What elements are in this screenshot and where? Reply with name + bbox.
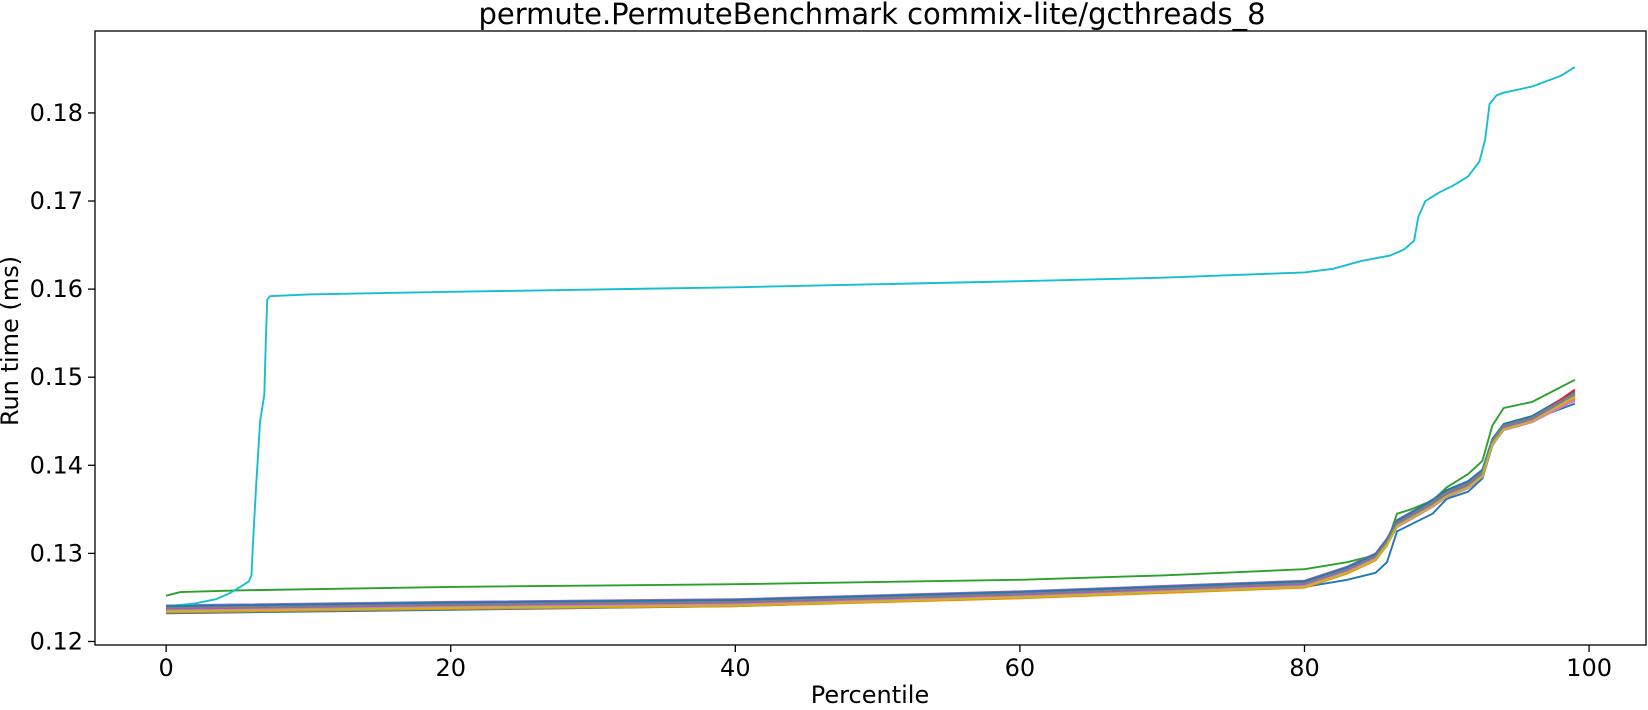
x-axis: 0 20 40 60 80 100 [159,645,1612,682]
x-tick-label: 0 [159,654,174,682]
y-tick-label: 0.17 [30,187,83,215]
plot-frame [94,30,1647,646]
y-tick-label: 0.13 [30,539,83,567]
y-tick-label: 0.14 [30,451,83,479]
y-tick-label: 0.18 [30,99,83,127]
y-tick-label: 0.12 [30,627,83,655]
x-tick-label: 60 [1005,654,1036,682]
series-line-17 [166,395,1576,613]
y-tick-label: 0.15 [30,363,83,391]
x-tick-label: 40 [720,654,751,682]
y-tick-label: 0.16 [30,275,83,303]
x-tick-label: 80 [1289,654,1320,682]
x-tick-label: 20 [435,654,466,682]
chart-title: permute.PermuteBenchmark commix-lite/gct… [478,0,1265,31]
x-axis-label: Percentile [811,681,929,709]
y-axis: 0.12 0.13 0.14 0.15 0.16 0.17 0.18 [30,99,95,655]
x-tick-label: 100 [1566,654,1612,682]
series-layer [165,66,1576,615]
series-line-10 [166,66,1576,608]
y-axis-label: Run time (ms) [0,256,24,426]
series-line-16 [166,392,1576,609]
